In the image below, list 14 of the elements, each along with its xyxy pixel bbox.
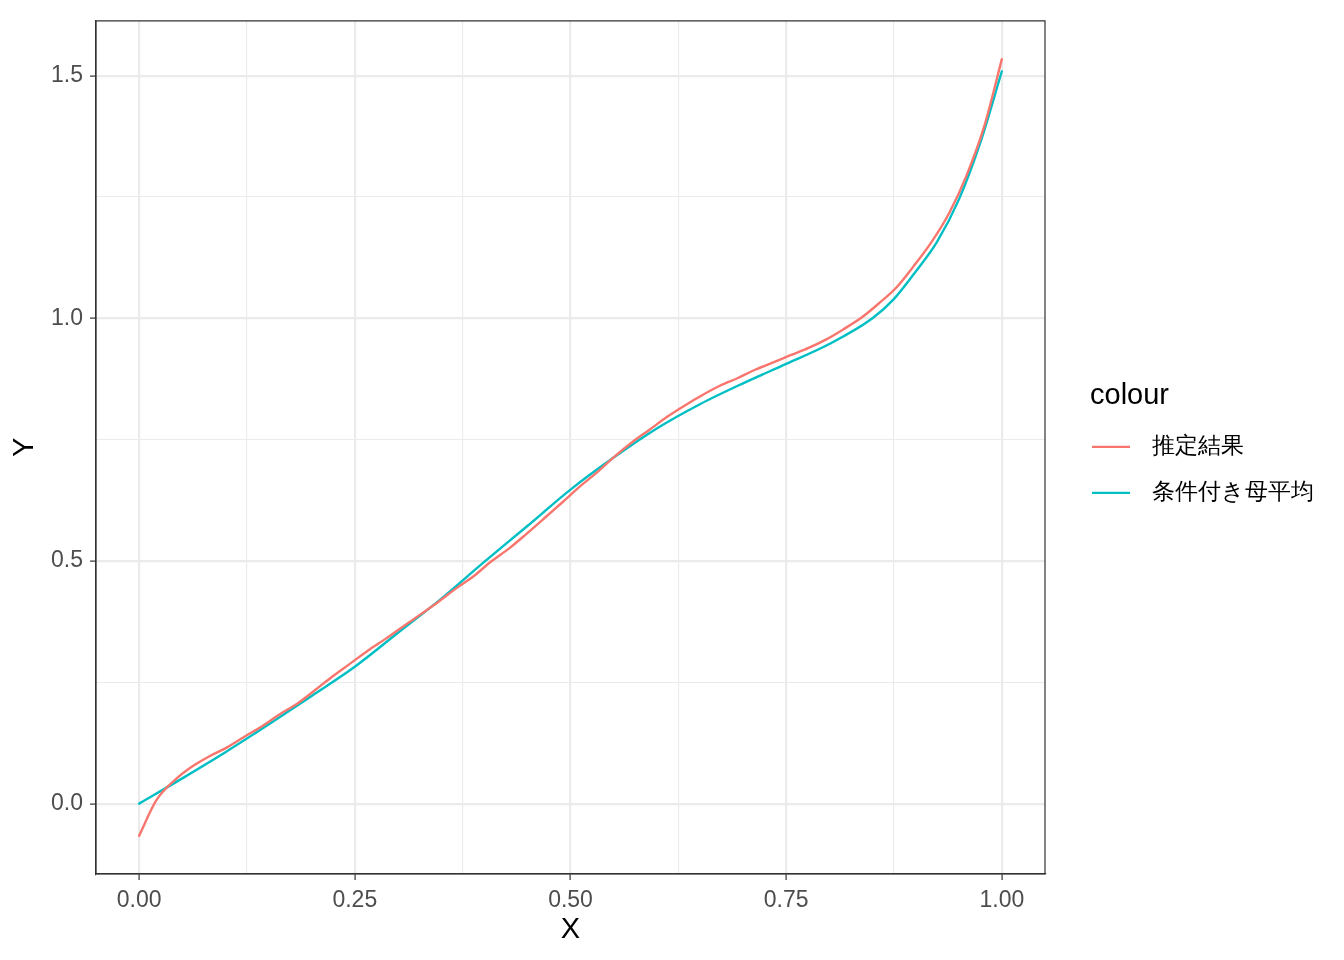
x-tick-label: 0.50 (548, 886, 593, 913)
legend-label: 条件付き母平均 (1152, 478, 1314, 505)
x-tick-label: 1.00 (979, 886, 1025, 913)
x-axis-title: X (560, 911, 581, 944)
x-tick-label: 0.00 (116, 886, 162, 913)
x-tick-label: 0.75 (763, 886, 809, 913)
x-tick-label: 0.25 (332, 886, 378, 913)
y-tick-label: 1.5 (51, 60, 83, 87)
y-tick-label: 1.0 (51, 303, 83, 330)
y-tick-label: 0.0 (51, 788, 83, 815)
y-axis-title: Y (7, 437, 40, 458)
y-tick-label: 0.5 (51, 546, 83, 573)
legend-label: 推定結果 (1152, 432, 1244, 459)
legend-title: colour (1090, 378, 1170, 411)
